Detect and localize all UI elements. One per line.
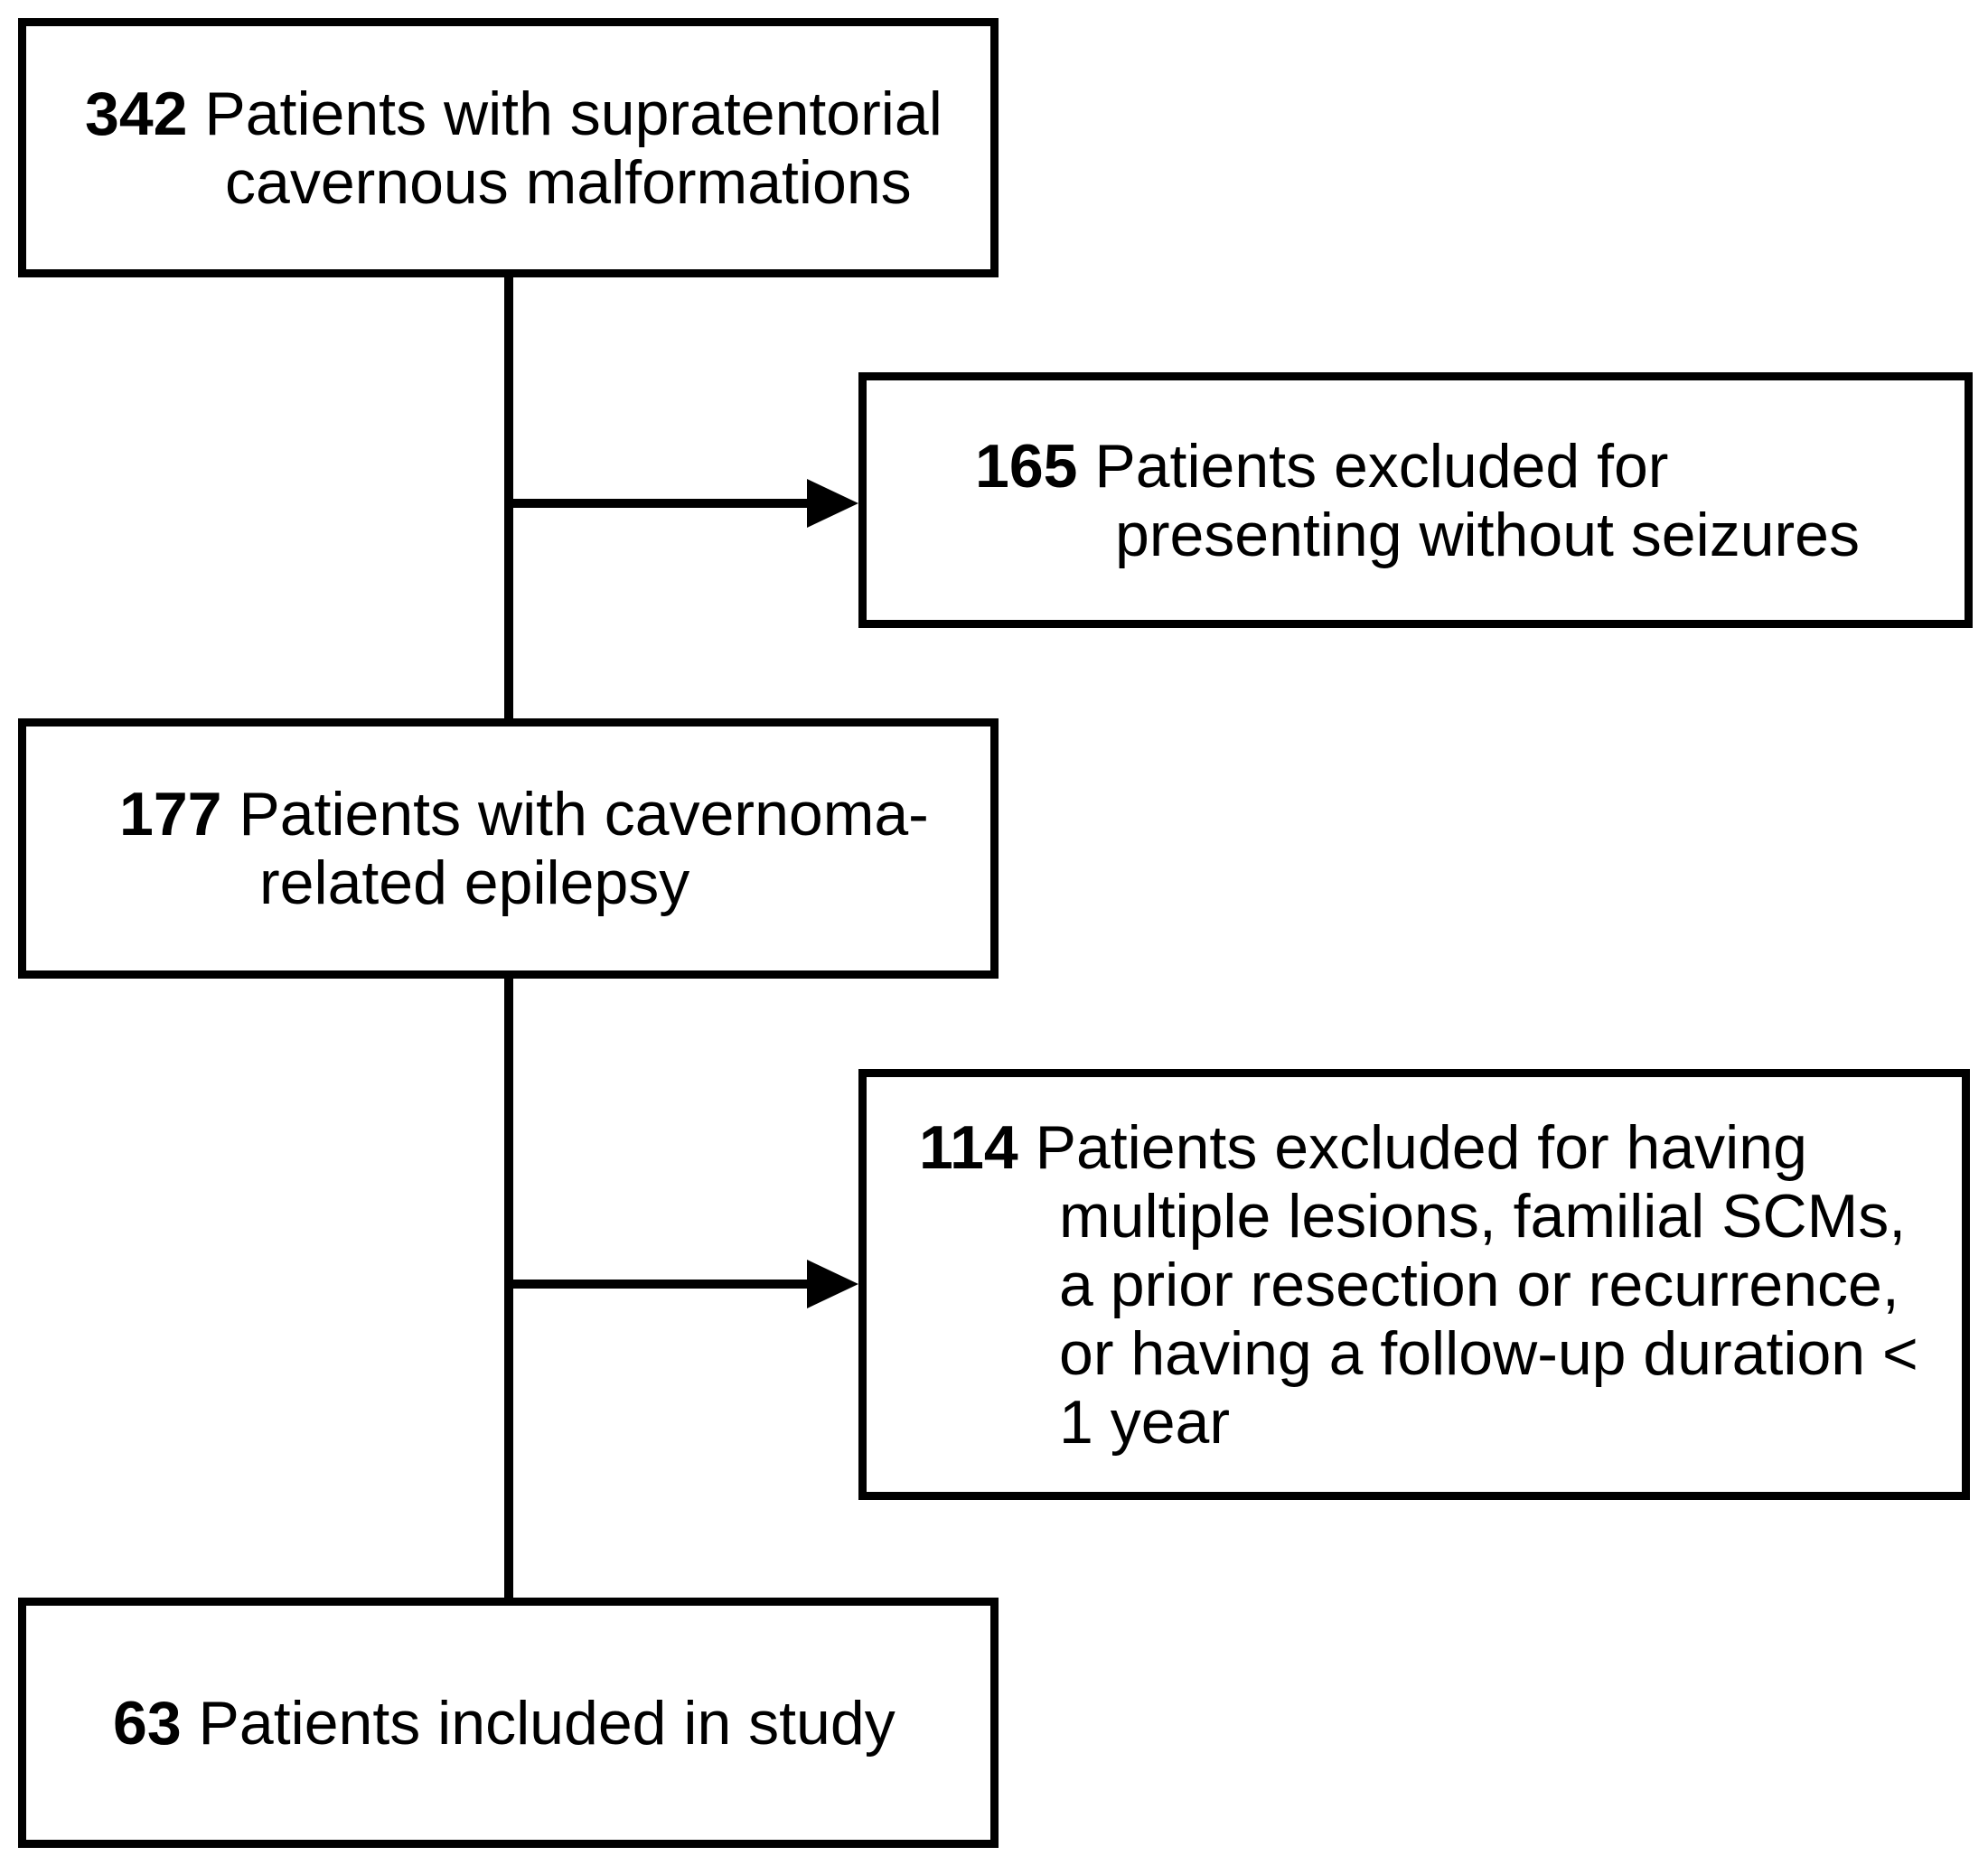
connector-vertical-top bbox=[504, 274, 513, 722]
node-label: Patients with cavernoma-related epilepsy bbox=[239, 780, 929, 917]
node-count: 165 bbox=[975, 431, 1078, 501]
node-total-patients-text: 342 Patients with supratentorial caverno… bbox=[26, 80, 990, 217]
node-label: Patients with supratentorial cavernous m… bbox=[204, 79, 942, 217]
node-label: Patients excluded for presenting without… bbox=[1094, 431, 1861, 569]
node-included-in-study: 63 Patients included in study bbox=[18, 1598, 999, 1848]
node-count: 63 bbox=[113, 1688, 182, 1758]
node-excluded-without-seizures: 165 Patients excluded for presenting wit… bbox=[858, 372, 1973, 628]
node-excluded-other-criteria-text: 114 Patients excluded for having multipl… bbox=[867, 1113, 1962, 1457]
node-label: Patients included in study bbox=[198, 1688, 896, 1758]
node-label: Patients excluded for having multiple le… bbox=[1035, 1112, 1918, 1457]
node-excluded-other-criteria: 114 Patients excluded for having multipl… bbox=[858, 1069, 1970, 1500]
node-included-in-study-text: 63 Patients included in study bbox=[26, 1689, 990, 1758]
node-count: 177 bbox=[119, 780, 222, 848]
arrow-shaft-excluded-seizures bbox=[508, 499, 811, 508]
node-count: 342 bbox=[85, 79, 188, 148]
arrowhead-icon-excluded-criteria bbox=[807, 1260, 858, 1308]
arrowhead-icon-excluded-seizures bbox=[807, 479, 858, 528]
arrow-shaft-excluded-criteria bbox=[508, 1280, 811, 1289]
node-cavernoma-related-epilepsy-text: 177 Patients with cavernoma-related epil… bbox=[26, 780, 990, 917]
node-cavernoma-related-epilepsy: 177 Patients with cavernoma-related epil… bbox=[18, 718, 999, 979]
node-excluded-without-seizures-text: 165 Patients excluded for presenting wit… bbox=[867, 432, 1965, 569]
node-count: 114 bbox=[919, 1112, 1018, 1182]
node-total-patients: 342 Patients with supratentorial caverno… bbox=[18, 18, 999, 277]
